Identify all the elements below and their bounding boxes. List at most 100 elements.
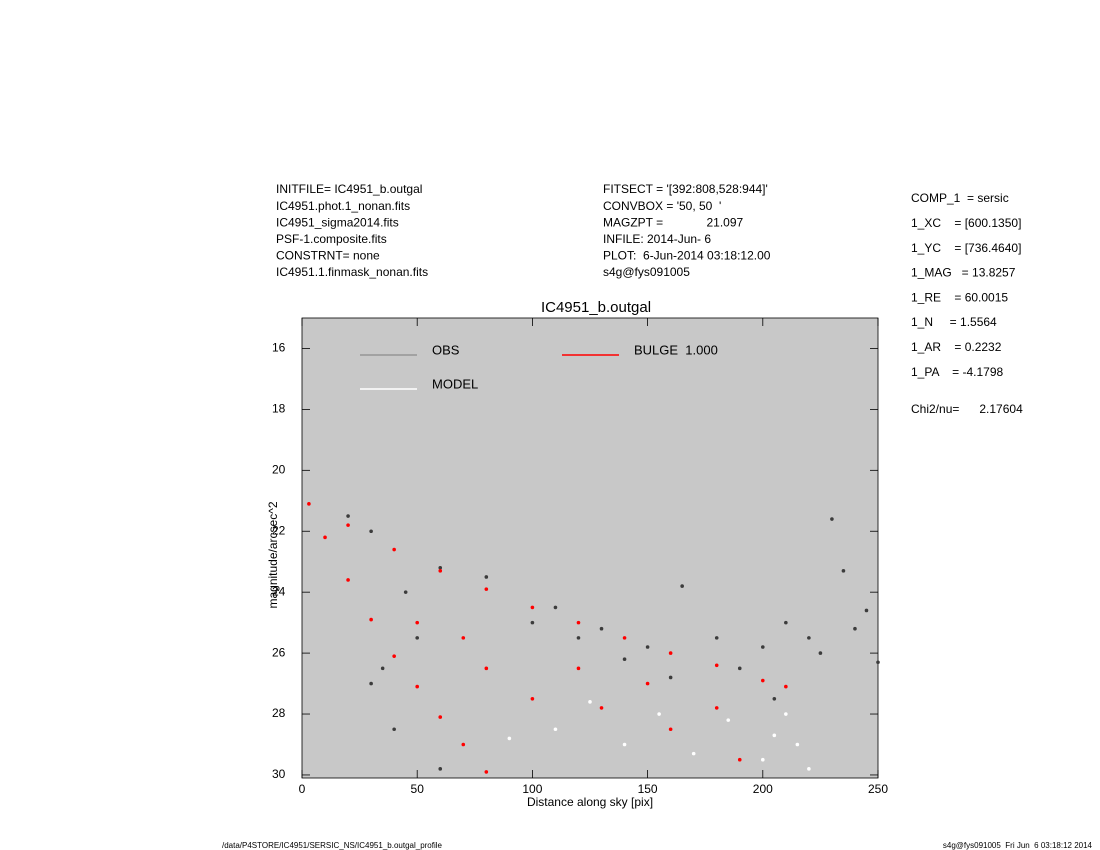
point [772, 733, 777, 738]
point [576, 636, 581, 640]
point [737, 666, 742, 671]
point [346, 523, 350, 527]
point [784, 684, 788, 689]
point [807, 767, 811, 771]
footer-right: s4g@fys091005 Fri Jun 6 03:18:12 2014 [943, 841, 1093, 850]
point [761, 645, 765, 649]
legend-label: OBS [432, 342, 460, 357]
point [576, 620, 581, 625]
point [645, 681, 650, 686]
info-middle: INFILE: 2014-Jun- 6 [603, 232, 711, 246]
x-tick-label: 200 [753, 782, 773, 796]
point [415, 684, 420, 689]
info-right: 1_MAG = 13.8257 [911, 266, 1016, 280]
info-right: COMP_1 = sersic [911, 191, 1009, 205]
point [622, 742, 627, 747]
point [323, 535, 327, 540]
point [403, 590, 408, 594]
point [622, 636, 627, 640]
y-tick-label: 22 [272, 523, 286, 537]
point [761, 678, 765, 683]
point [691, 751, 696, 756]
y-tick-label: 20 [272, 462, 286, 476]
info-middle: MAGZPT = 21.097 [603, 215, 743, 229]
point [438, 569, 443, 573]
x-tick-label: 250 [868, 782, 888, 796]
y-axis-label: magnitude/arcsec^2 [266, 501, 280, 608]
point [657, 712, 661, 716]
info-right: 1_PA = -4.1798 [911, 365, 1004, 379]
info-left: IC4951.1.finmask_nonan.fits [276, 265, 428, 279]
point [369, 529, 373, 534]
point [599, 626, 604, 631]
point [530, 696, 535, 701]
point [415, 620, 420, 625]
point [438, 715, 443, 719]
point [645, 645, 650, 649]
point [484, 587, 489, 591]
point [772, 696, 777, 701]
info-left: PSF-1.composite.fits [276, 232, 387, 246]
point [714, 636, 719, 640]
point [461, 636, 466, 640]
point [784, 712, 788, 716]
point [853, 626, 857, 631]
point [415, 636, 420, 640]
info-right: 1_N = 1.5564 [911, 315, 997, 329]
point [369, 617, 373, 622]
point [553, 727, 558, 732]
y-tick-label: 18 [272, 402, 286, 416]
plot-area [301, 317, 879, 779]
y-tick-label: 24 [272, 584, 286, 598]
x-tick-label: 50 [411, 782, 425, 796]
point [438, 767, 443, 771]
point [438, 566, 443, 570]
point [680, 584, 684, 588]
point [876, 660, 880, 665]
y-tick-label: 28 [272, 706, 286, 720]
x-axis-label: Distance along sky [pix] [527, 795, 653, 809]
point [737, 757, 742, 762]
info-middle: FITSECT = '[392:808,528:944]' [603, 182, 768, 196]
legend-label: MODEL [432, 376, 478, 391]
point [818, 651, 823, 655]
info-left: CONSTRNT= none [276, 249, 380, 263]
point [668, 651, 673, 655]
info-right: 1_AR = 0.2232 [911, 340, 1002, 354]
point [588, 700, 592, 704]
point [668, 727, 673, 732]
point [392, 654, 396, 658]
x-tick-label: 0 [299, 782, 306, 796]
info-left: IC4951_sigma2014.fits [276, 215, 399, 229]
footer-left: /data/P4STORE/IC4951/SERSIC_NS/IC4951_b.… [222, 841, 443, 850]
point [307, 502, 311, 506]
point [369, 681, 373, 686]
y-tick-label: 16 [272, 341, 286, 355]
y-tick-label: 26 [272, 645, 286, 659]
point [807, 636, 811, 640]
info-left: INITFILE= IC4951_b.outgal [276, 182, 422, 196]
point [392, 547, 396, 552]
point [668, 675, 673, 680]
chart-title: IC4951_b.outgal [541, 299, 651, 316]
point [484, 770, 489, 774]
point [484, 575, 489, 579]
info-left: IC4951.phot.1_nonan.fits [276, 199, 410, 213]
point [784, 620, 788, 625]
point [553, 605, 558, 610]
point [346, 514, 350, 518]
info-right: 1_RE = 60.0015 [911, 290, 1008, 304]
info-right: 1_XC = [600.1350] [911, 216, 1021, 230]
point [599, 706, 604, 710]
point [761, 757, 765, 762]
point [714, 706, 719, 710]
info-right: 1_YC = [736.4640] [911, 241, 1021, 255]
point [392, 727, 396, 732]
point [380, 666, 385, 671]
point [864, 608, 869, 613]
point [841, 569, 846, 573]
info-middle: CONVBOX = '50, 50 ' [603, 199, 721, 213]
y-tick-label: 30 [272, 767, 286, 781]
x-tick-label: 100 [522, 782, 542, 796]
